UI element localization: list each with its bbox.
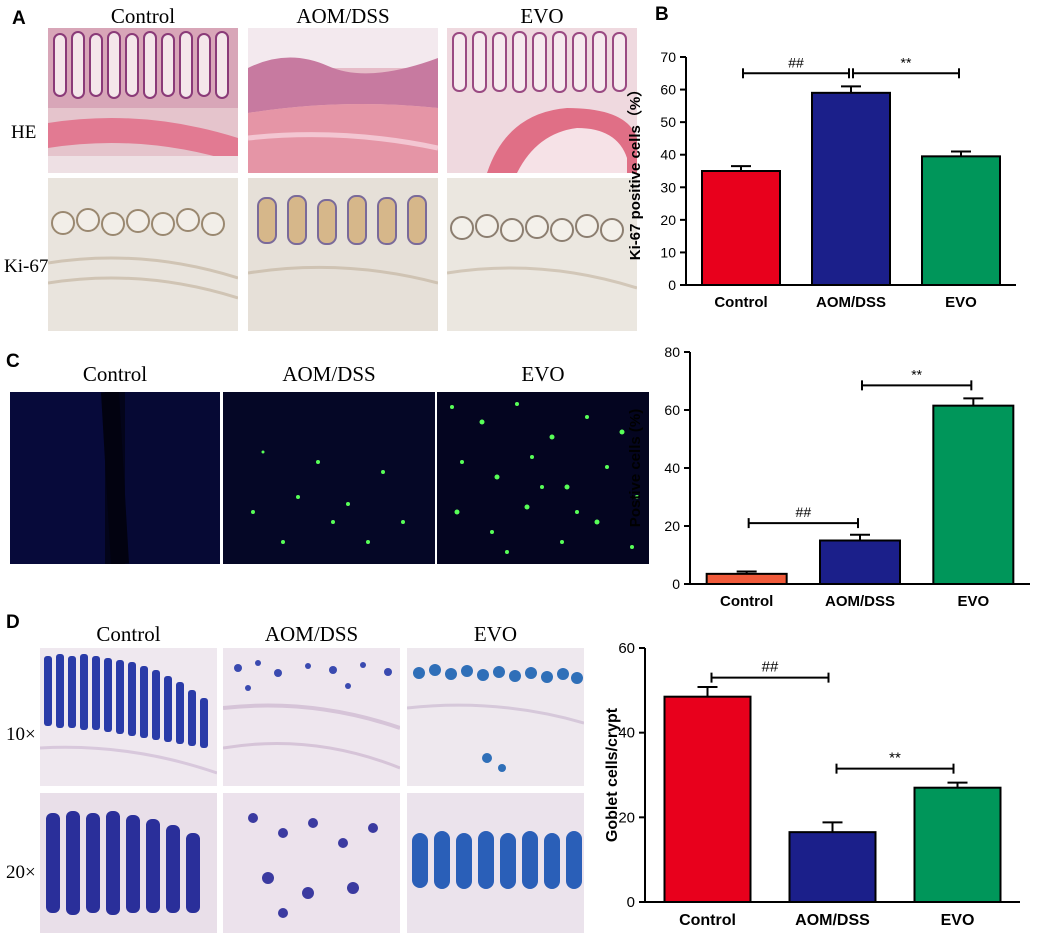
x-tick-label: Control xyxy=(679,912,736,929)
x-tick-label: AOM/DSS xyxy=(825,593,895,610)
y-tick-label: 70 xyxy=(660,49,676,65)
panel-c-letter: C xyxy=(6,351,20,372)
ab-image-control-20x xyxy=(40,793,217,933)
panel-c-col-evo: EVO xyxy=(521,362,565,386)
y-tick-label: 20 xyxy=(660,212,676,228)
panel-a-col-control: Control xyxy=(110,4,176,28)
ki67-image-control xyxy=(48,178,238,331)
panel-a-letter: A xyxy=(12,8,26,29)
panel-c-col-control: Control xyxy=(82,362,148,386)
significance-label: ## xyxy=(788,54,804,70)
bar-control xyxy=(705,572,788,586)
ab-image-aomdss-10x xyxy=(223,648,400,786)
fluor-image-aomdss xyxy=(223,392,435,564)
panel-a-col-evo: EVO xyxy=(520,4,564,28)
y-tick-label: 50 xyxy=(660,114,676,130)
panel-d-row-10x: 10× xyxy=(6,724,36,745)
y-axis-label: Goblet cells/crypt xyxy=(604,707,621,842)
he-image-evo xyxy=(447,28,637,173)
significance-label: ** xyxy=(889,750,901,767)
chart-b: 0 10 20 30 40 50 60 70 Control AOM/DSS EVO ## ** Ki-6… xyxy=(626,49,1016,311)
bar-aom-dss xyxy=(788,831,877,903)
y-tick-label: 10 xyxy=(660,244,676,260)
ab-image-aomdss-20x xyxy=(223,793,400,933)
panel-a-col-aomdss: AOM/DSS xyxy=(296,4,390,28)
y-tick-label: 30 xyxy=(660,179,676,195)
y-tick-label: 0 xyxy=(672,576,680,592)
panel-d-col-control: Control xyxy=(96,622,161,646)
panel-b-letter: B xyxy=(655,4,669,25)
x-tick-label: Control xyxy=(714,294,767,311)
panel-a-row-ki67: Ki-67 xyxy=(4,256,49,277)
he-image-aomdss xyxy=(248,28,438,173)
significance-label: ** xyxy=(901,54,912,70)
panel-d-letter: D xyxy=(6,612,20,633)
panel-d-row-20x: 20× xyxy=(6,862,36,883)
bar-aom-dss xyxy=(819,539,901,585)
y-axis-label: Ki-67 positive cells（%） xyxy=(626,82,644,260)
panel-c-col-aomdss: AOM/DSS xyxy=(282,362,376,386)
panel-a-row-he: HE xyxy=(11,122,37,143)
bar-evo xyxy=(932,404,1015,586)
panel-d-col-aomdss: AOM/DSS xyxy=(264,622,359,646)
y-tick-label: 0 xyxy=(668,277,676,293)
x-tick-label: EVO xyxy=(941,912,975,929)
x-tick-label: EVO xyxy=(945,294,977,311)
x-tick-label: Control xyxy=(720,593,773,610)
x-tick-label: AOM/DSS xyxy=(795,912,870,929)
y-tick-label: 80 xyxy=(664,344,680,360)
he-image-control xyxy=(48,28,238,173)
y-tick-label: 20 xyxy=(664,518,680,534)
chart-c: 0 20 40 60 80 Control AOM/DSS EVO ## ** Postive ce… xyxy=(627,344,1030,610)
bar-evo xyxy=(921,155,1001,287)
ab-image-evo-20x xyxy=(407,793,584,933)
y-axis-label: Postive cells (%) xyxy=(627,409,644,527)
ki67-image-evo xyxy=(447,178,637,331)
y-tick-label: 60 xyxy=(664,402,680,418)
y-tick-label: 0 xyxy=(627,894,635,911)
fluor-image-evo xyxy=(437,392,649,564)
bar-control xyxy=(701,170,781,286)
x-tick-label: EVO xyxy=(957,593,989,610)
ab-image-control-10x xyxy=(40,648,217,786)
y-tick-label: 40 xyxy=(664,460,680,476)
significance-label: ** xyxy=(911,366,922,382)
y-tick-label: 40 xyxy=(618,725,635,742)
ab-image-evo-10x xyxy=(407,648,584,786)
bar-aom-dss xyxy=(811,91,891,287)
fluor-image-control xyxy=(10,392,220,564)
y-tick-label: 60 xyxy=(660,82,676,98)
bar-evo xyxy=(913,786,1002,903)
x-tick-label: AOM/DSS xyxy=(816,294,886,311)
chart-d: 0 20 40 60 Control AOM/DSS EVO ## ** Goblet cells… xyxy=(604,640,1020,929)
bar-control xyxy=(663,695,752,903)
y-tick-label: 20 xyxy=(618,809,635,826)
ki67-image-aomdss xyxy=(248,178,438,331)
significance-label: ## xyxy=(762,659,779,676)
y-tick-label: 60 xyxy=(618,640,635,657)
significance-label: ## xyxy=(796,504,812,520)
panel-d-col-evo: EVO xyxy=(473,622,518,646)
y-tick-label: 40 xyxy=(660,147,676,163)
